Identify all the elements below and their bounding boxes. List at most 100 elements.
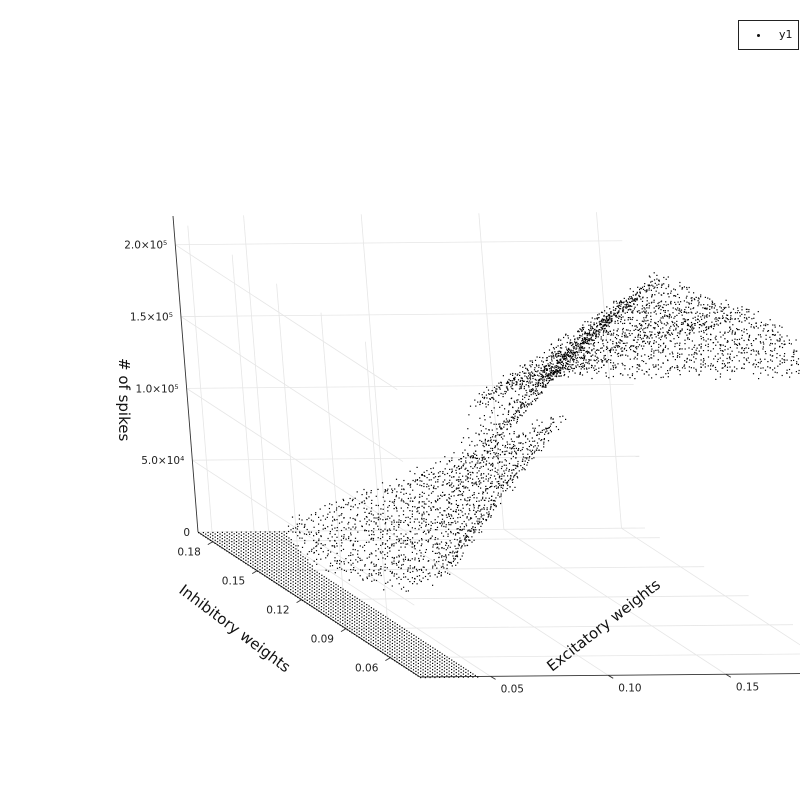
data-point: [576, 337, 578, 339]
data-point: [712, 328, 715, 330]
data-point: [460, 665, 462, 667]
data-point: [358, 633, 360, 635]
data-point: [269, 531, 271, 533]
data-point: [636, 341, 638, 343]
data-point: [373, 611, 375, 613]
data-point: [259, 556, 261, 558]
data-point: [410, 633, 413, 635]
grid-line: [231, 254, 258, 571]
data-point: [457, 484, 460, 486]
data-point: [596, 356, 598, 358]
data-point: [551, 360, 553, 362]
data-point: [467, 452, 469, 455]
data-point: [288, 537, 290, 539]
data-point: [343, 561, 345, 563]
data-point: [306, 584, 308, 586]
data-point: [405, 576, 407, 578]
data-point: [729, 358, 731, 360]
data-point: [273, 550, 276, 552]
data-point: [528, 403, 530, 405]
data-point: [323, 588, 325, 590]
data-point: [386, 552, 389, 554]
data-point: [734, 343, 736, 345]
data-point: [344, 599, 346, 601]
data-point: [379, 572, 381, 574]
data-point: [361, 494, 363, 496]
data-point: [508, 410, 510, 412]
data-point: [629, 368, 631, 370]
data-point: [420, 661, 422, 663]
data-point: [496, 428, 498, 430]
data-point: [726, 366, 729, 368]
data-point: [715, 344, 717, 346]
y-tick-mark: [251, 570, 258, 575]
data-point: [640, 355, 643, 357]
data-point: [515, 447, 517, 449]
data-point: [479, 403, 481, 406]
data-point: [224, 542, 226, 544]
data-point: [384, 625, 387, 627]
data-point: [514, 376, 516, 378]
data-point: [642, 348, 644, 350]
data-point: [398, 663, 400, 665]
data-point: [458, 664, 460, 666]
data-point: [553, 371, 556, 373]
data-point: [517, 417, 519, 419]
data-point: [500, 495, 502, 497]
data-point: [490, 515, 492, 517]
data-point: [238, 555, 240, 557]
data-point: [276, 542, 278, 544]
data-point: [466, 476, 468, 478]
data-point: [285, 567, 287, 569]
data-point: [657, 302, 659, 305]
data-point: [424, 661, 427, 663]
data-point: [452, 555, 454, 557]
data-point: [567, 351, 569, 354]
data-point: [525, 367, 527, 369]
data-point: [318, 591, 320, 594]
data-point: [421, 543, 423, 545]
data-point: [292, 590, 294, 592]
data-point: [370, 622, 372, 624]
data-point: [447, 547, 449, 549]
data-point: [503, 421, 505, 423]
data-point: [422, 558, 424, 560]
data-point: [554, 375, 556, 377]
data-point: [591, 317, 593, 319]
data-point: [313, 539, 315, 542]
data-point: [396, 578, 398, 580]
data-point: [638, 333, 640, 335]
data-point: [413, 497, 416, 499]
data-point: [655, 373, 657, 376]
data-point: [226, 534, 228, 537]
data-point: [396, 636, 398, 638]
data-point: [382, 512, 384, 514]
data-point: [541, 385, 544, 387]
data-point: [462, 667, 465, 669]
data-point: [405, 533, 407, 535]
data-point: [455, 500, 457, 502]
data-point: [509, 452, 511, 454]
data-point: [221, 547, 223, 549]
data-point: [526, 377, 528, 379]
data-point: [548, 377, 550, 379]
data-point: [357, 561, 359, 563]
data-point: [575, 366, 577, 368]
data-point: [700, 354, 702, 356]
data-point: [344, 608, 346, 611]
data-point: [577, 345, 579, 347]
data-point: [238, 539, 240, 541]
data-point: [243, 536, 245, 538]
data-point: [207, 531, 209, 534]
data-point: [532, 388, 534, 390]
data-point: [472, 455, 474, 457]
data-point: [529, 449, 531, 451]
data-point: [430, 537, 432, 539]
data-point: [528, 398, 530, 400]
data-point: [588, 367, 590, 369]
data-point: [558, 352, 560, 354]
data-point: [340, 593, 342, 595]
data-point: [706, 326, 708, 328]
data-point: [393, 519, 395, 521]
data-point: [533, 373, 535, 375]
